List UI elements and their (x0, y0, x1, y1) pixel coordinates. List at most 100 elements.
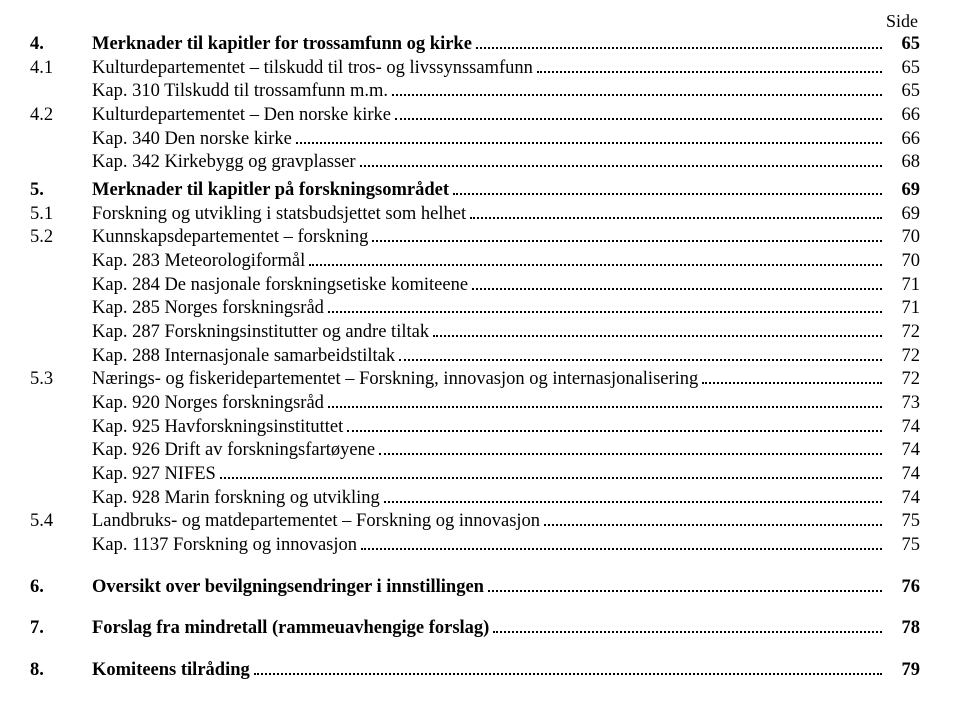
toc-title-wrap: Kap. 310 Tilskudd til trossamfunn m.m. (92, 80, 886, 104)
toc-title: Merknader til kapitler på forskningsområ… (92, 179, 449, 203)
toc-num: 6. (30, 576, 92, 600)
toc-leader-dots (433, 335, 882, 337)
toc-num: 5.1 (30, 203, 92, 227)
toc-page-number: 65 (886, 33, 920, 57)
toc-title: Forslag fra mindretall (rammeuavhengige … (92, 617, 489, 641)
toc-row: Kap. 1137 Forskning og innovasjon75 (30, 534, 920, 558)
toc-row: 4.1Kulturdepartementet – tilskudd til tr… (30, 57, 920, 81)
toc-leader-dots (220, 477, 882, 479)
toc-page-number: 71 (886, 274, 920, 298)
toc-row: 5.Merknader til kapitler på forskningsom… (30, 179, 920, 203)
toc-title-wrap: Kap. 283 Meteorologiformål (92, 250, 886, 274)
toc-leader-dots (361, 548, 882, 550)
toc-page-number: 65 (886, 57, 920, 81)
toc-row: 4.Merknader til kapitler for trossamfunn… (30, 33, 920, 57)
toc-row: Kap. 285 Norges forskningsråd 71 (30, 297, 920, 321)
toc-leader-dots (360, 165, 882, 167)
toc-num: 4.1 (30, 57, 92, 81)
toc-num: 8. (30, 659, 92, 683)
toc-gap (30, 641, 920, 659)
toc-title-wrap: Nærings- og fiskeridepartementet – Forsk… (92, 368, 886, 392)
toc-leader-dots (488, 590, 882, 592)
toc-leader-dots (399, 359, 882, 361)
toc-page-number: 74 (886, 439, 920, 463)
toc-row: Kap. 926 Drift av forskningsfartøyene 74 (30, 439, 920, 463)
toc-page-number: 74 (886, 416, 920, 440)
toc-leader-dots (395, 118, 882, 120)
toc-title: Komiteens tilråding (92, 659, 250, 683)
toc-page-number: 71 (886, 297, 920, 321)
toc-title-wrap: Kap. 340 Den norske kirke (92, 128, 886, 152)
toc-row: 4.2Kulturdepartementet – Den norske kirk… (30, 104, 920, 128)
toc-row: Kap. 342 Kirkebygg og gravplasser68 (30, 151, 920, 175)
toc-title-wrap: Forskning og utvikling i statsbudsjettet… (92, 203, 886, 227)
toc-row: 5.1Forskning og utvikling i statsbudsjet… (30, 203, 920, 227)
toc-title: Merknader til kapitler for trossamfunn o… (92, 33, 472, 57)
toc-title-wrap: Kunnskapsdepartementet – forskning (92, 226, 886, 250)
toc-title-wrap: Kap. 928 Marin forskning og utvikling (92, 487, 886, 511)
toc-title: Forskning og utvikling i statsbudsjettet… (92, 203, 466, 227)
toc-leader-dots (470, 217, 882, 219)
toc-title: Kap. 340 Den norske kirke (92, 128, 292, 152)
toc-title-wrap: Oversikt over bevilgningsendringer i inn… (92, 576, 886, 600)
toc-leader-dots (537, 71, 882, 73)
toc-page-number: 78 (886, 617, 920, 641)
toc-row: 7.Forslag fra mindretall (rammeuavhengig… (30, 617, 920, 641)
toc-row: 8.Komiteens tilråding 79 (30, 659, 920, 683)
toc-gap (30, 599, 920, 617)
toc-title-wrap: Kap. 342 Kirkebygg og gravplasser (92, 151, 886, 175)
toc-page-number: 72 (886, 321, 920, 345)
toc-title: Kap. 926 Drift av forskningsfartøyene (92, 439, 375, 463)
toc-num: 5. (30, 179, 92, 203)
toc-page-number: 68 (886, 151, 920, 175)
toc-leader-dots (472, 288, 882, 290)
toc-leader-dots (453, 193, 882, 195)
toc-title: Kap. 284 De nasjonale forskningsetiske k… (92, 274, 468, 298)
toc-row: Kap. 287 Forskningsinstitutter og andre … (30, 321, 920, 345)
toc-page-number: 70 (886, 226, 920, 250)
toc-row: Kap. 310 Tilskudd til trossamfunn m.m.65 (30, 80, 920, 104)
toc-row: Kap. 927 NIFES 74 (30, 463, 920, 487)
toc-row: 5.2Kunnskapsdepartementet – forskning 70 (30, 226, 920, 250)
toc-page-number: 74 (886, 487, 920, 511)
toc-leader-dots (296, 142, 882, 144)
toc-page-number: 75 (886, 534, 920, 558)
toc-page-number: 70 (886, 250, 920, 274)
toc-title: Kunnskapsdepartementet – forskning (92, 226, 368, 250)
toc-row: Kap. 284 De nasjonale forskningsetiske k… (30, 274, 920, 298)
toc-leader-dots (379, 453, 882, 455)
toc-title: Kap. 287 Forskningsinstitutter og andre … (92, 321, 429, 345)
toc-row: 6.Oversikt over bevilgningsendringer i i… (30, 576, 920, 600)
toc-title-wrap: Kulturdepartementet – tilskudd til tros-… (92, 57, 886, 81)
toc-page-number: 79 (886, 659, 920, 683)
toc-title: Kap. 283 Meteorologiformål (92, 250, 305, 274)
toc-page-number: 73 (886, 392, 920, 416)
toc-num: 5.2 (30, 226, 92, 250)
toc-title-wrap: Kap. 287 Forskningsinstitutter og andre … (92, 321, 886, 345)
toc-num: 5.3 (30, 368, 92, 392)
toc-row: 5.4Landbruks- og matdepartementet – Fors… (30, 510, 920, 534)
toc-title: Kap. 927 NIFES (92, 463, 216, 487)
toc-title: Kap. 285 Norges forskningsråd (92, 297, 324, 321)
toc-page-number: 66 (886, 104, 920, 128)
toc-title: Nærings- og fiskeridepartementet – Forsk… (92, 368, 698, 392)
toc-page-number: 74 (886, 463, 920, 487)
toc-leader-dots (476, 47, 882, 49)
toc-leader-dots (328, 406, 882, 408)
toc-title-wrap: Kap. 285 Norges forskningsråd (92, 297, 886, 321)
toc-row: 5.3Nærings- og fiskeridepartementet – Fo… (30, 368, 920, 392)
toc-num: 7. (30, 617, 92, 641)
toc-title-wrap: Kap. 926 Drift av forskningsfartøyene (92, 439, 886, 463)
toc-gap (30, 558, 920, 576)
toc-num: 5.4 (30, 510, 92, 534)
toc-leader-dots (392, 94, 882, 96)
toc-leader-dots (493, 631, 882, 633)
toc-title: Kap. 920 Norges forskningsråd (92, 392, 324, 416)
toc-title-wrap: Kap. 920 Norges forskningsråd (92, 392, 886, 416)
toc-page-number: 76 (886, 576, 920, 600)
toc-leader-dots (328, 311, 882, 313)
toc-page-number: 69 (886, 179, 920, 203)
toc-title: Kap. 310 Tilskudd til trossamfunn m.m. (92, 80, 388, 104)
toc-title-wrap: Kap. 927 NIFES (92, 463, 886, 487)
toc-row: Kap. 928 Marin forskning og utvikling74 (30, 487, 920, 511)
